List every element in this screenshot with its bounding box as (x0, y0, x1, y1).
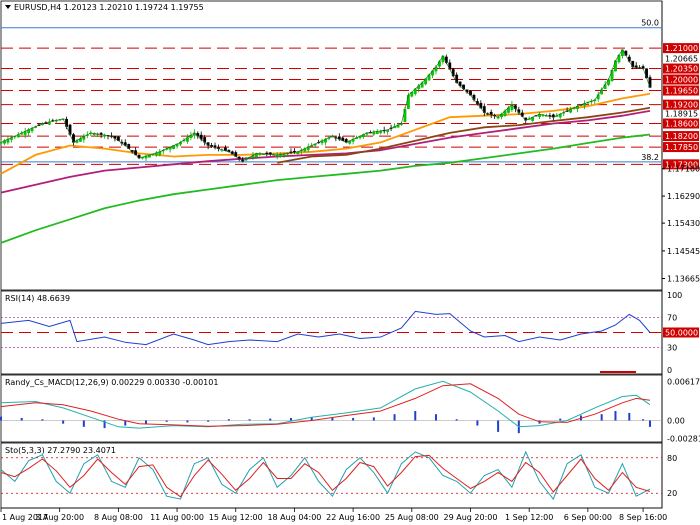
macd-tick-label: 0.00617 (667, 378, 700, 387)
x-tick-label: 8 Sep 16:00 (619, 513, 667, 522)
y-tick-label: 1.14545 (667, 247, 700, 256)
candle-body (600, 89, 604, 95)
price-tag-label: 1.19200 (665, 101, 698, 110)
price-tag-label: 1.18600 (665, 120, 698, 129)
price-tag (663, 43, 699, 54)
candle-body (403, 109, 407, 123)
x-tick-label: 18 Aug 04:00 (267, 513, 321, 522)
candle-body (603, 84, 607, 89)
price-tag-label: 1.17850 (665, 143, 698, 152)
y-tick-label: 1.13665 (667, 275, 700, 284)
candle-body (596, 94, 600, 100)
rsi-tag-label: 50.0000 (665, 329, 698, 338)
fib-label: 50.0 (641, 19, 659, 28)
x-tick-label: 25 Aug 08:00 (385, 513, 439, 522)
price-tag-label: 1.17300 (665, 160, 698, 169)
rsi-tick-label: 70 (667, 313, 677, 322)
rsi-tick-label: 0 (667, 366, 672, 375)
ma-brown-line (277, 106, 651, 164)
rsi-tick-label: 30 (667, 344, 677, 353)
price-tag-label: 1.18200 (665, 132, 698, 141)
price-tag-label: 1.21000 (665, 44, 698, 53)
candle-body (444, 56, 448, 63)
price-tag (663, 159, 699, 170)
macd-signal-line (0, 383, 651, 427)
macd-main-line (0, 380, 651, 429)
price-tag (663, 131, 699, 142)
price-line (0, 49, 651, 162)
candle-body (517, 109, 521, 113)
price-tag-label: 1.19650 (665, 87, 698, 96)
candle-body (441, 55, 445, 62)
x-tick-label: 3 Aug 20:00 (35, 513, 84, 522)
x-tick-label: 1 Aug 2017 (2, 513, 48, 522)
x-tick-label: 22 Aug 16:00 (326, 513, 380, 522)
price-tag (663, 85, 699, 96)
price-tag (663, 74, 699, 85)
x-tick-label: 8 Aug 08:00 (94, 513, 143, 522)
y-tick-label: 1.17160 (667, 165, 700, 174)
candle-body (645, 68, 648, 79)
x-tick-label: 1 Sep 12:00 (505, 513, 553, 522)
stoch-d-line (0, 454, 651, 498)
ma-magenta-line (0, 110, 651, 194)
macd-header: Randy_Cs_MACD(12,26,9) 0.00229 0.00330 -… (5, 378, 218, 387)
x-tick-label: 15 Aug 12:00 (209, 513, 263, 522)
pane-main (0, 0, 663, 291)
rsi-line (0, 310, 651, 346)
macd-tick-label: -0.00281 (667, 434, 700, 443)
rsi-tick-label: 100 (667, 291, 682, 300)
stoch-tick-label: 20 (667, 489, 677, 498)
fib-label: 38.2 (641, 153, 659, 162)
price-tag (663, 63, 699, 74)
candle-body (448, 62, 452, 70)
price-label: 1.18915 (665, 110, 698, 119)
main-header: EURUSD,H4 1.20123 1.20210 1.19724 1.1975… (14, 3, 204, 12)
price-tag (663, 99, 699, 110)
candle-body (438, 61, 441, 67)
ma-green-line (0, 133, 651, 244)
stoch-header: Sto(5,3,3) 27.2790 23.4071 (5, 446, 116, 455)
candle-body (627, 56, 631, 62)
price-tag-label: 1.20000 (665, 76, 698, 85)
price-tag (663, 118, 699, 129)
rsi-tag (663, 327, 699, 338)
candle-body (406, 95, 410, 109)
price-tag-label: 1.20350 (665, 65, 698, 74)
ma-orange-line (0, 92, 651, 175)
stoch-tick-label: 80 (667, 454, 677, 463)
stoch-k-line (0, 450, 651, 501)
price-label: 1.20665 (665, 55, 698, 64)
rsi-header: RSI(14) 48.6639 (5, 294, 70, 303)
price-tag (663, 142, 699, 153)
dropdown-triangle-icon (5, 5, 11, 9)
y-tick-label: 1.15430 (667, 219, 700, 228)
y-tick-label: 1.16290 (667, 192, 700, 201)
candle-body (513, 105, 517, 109)
candle-body (624, 50, 628, 56)
x-tick-label: 6 Sep 00:00 (564, 513, 612, 522)
x-tick-label: 29 Aug 20:00 (444, 513, 498, 522)
x-tick-label: 11 Aug 00:00 (150, 513, 204, 522)
macd-tick-label: 0.00 (667, 417, 685, 426)
pane-macd (0, 374, 663, 443)
